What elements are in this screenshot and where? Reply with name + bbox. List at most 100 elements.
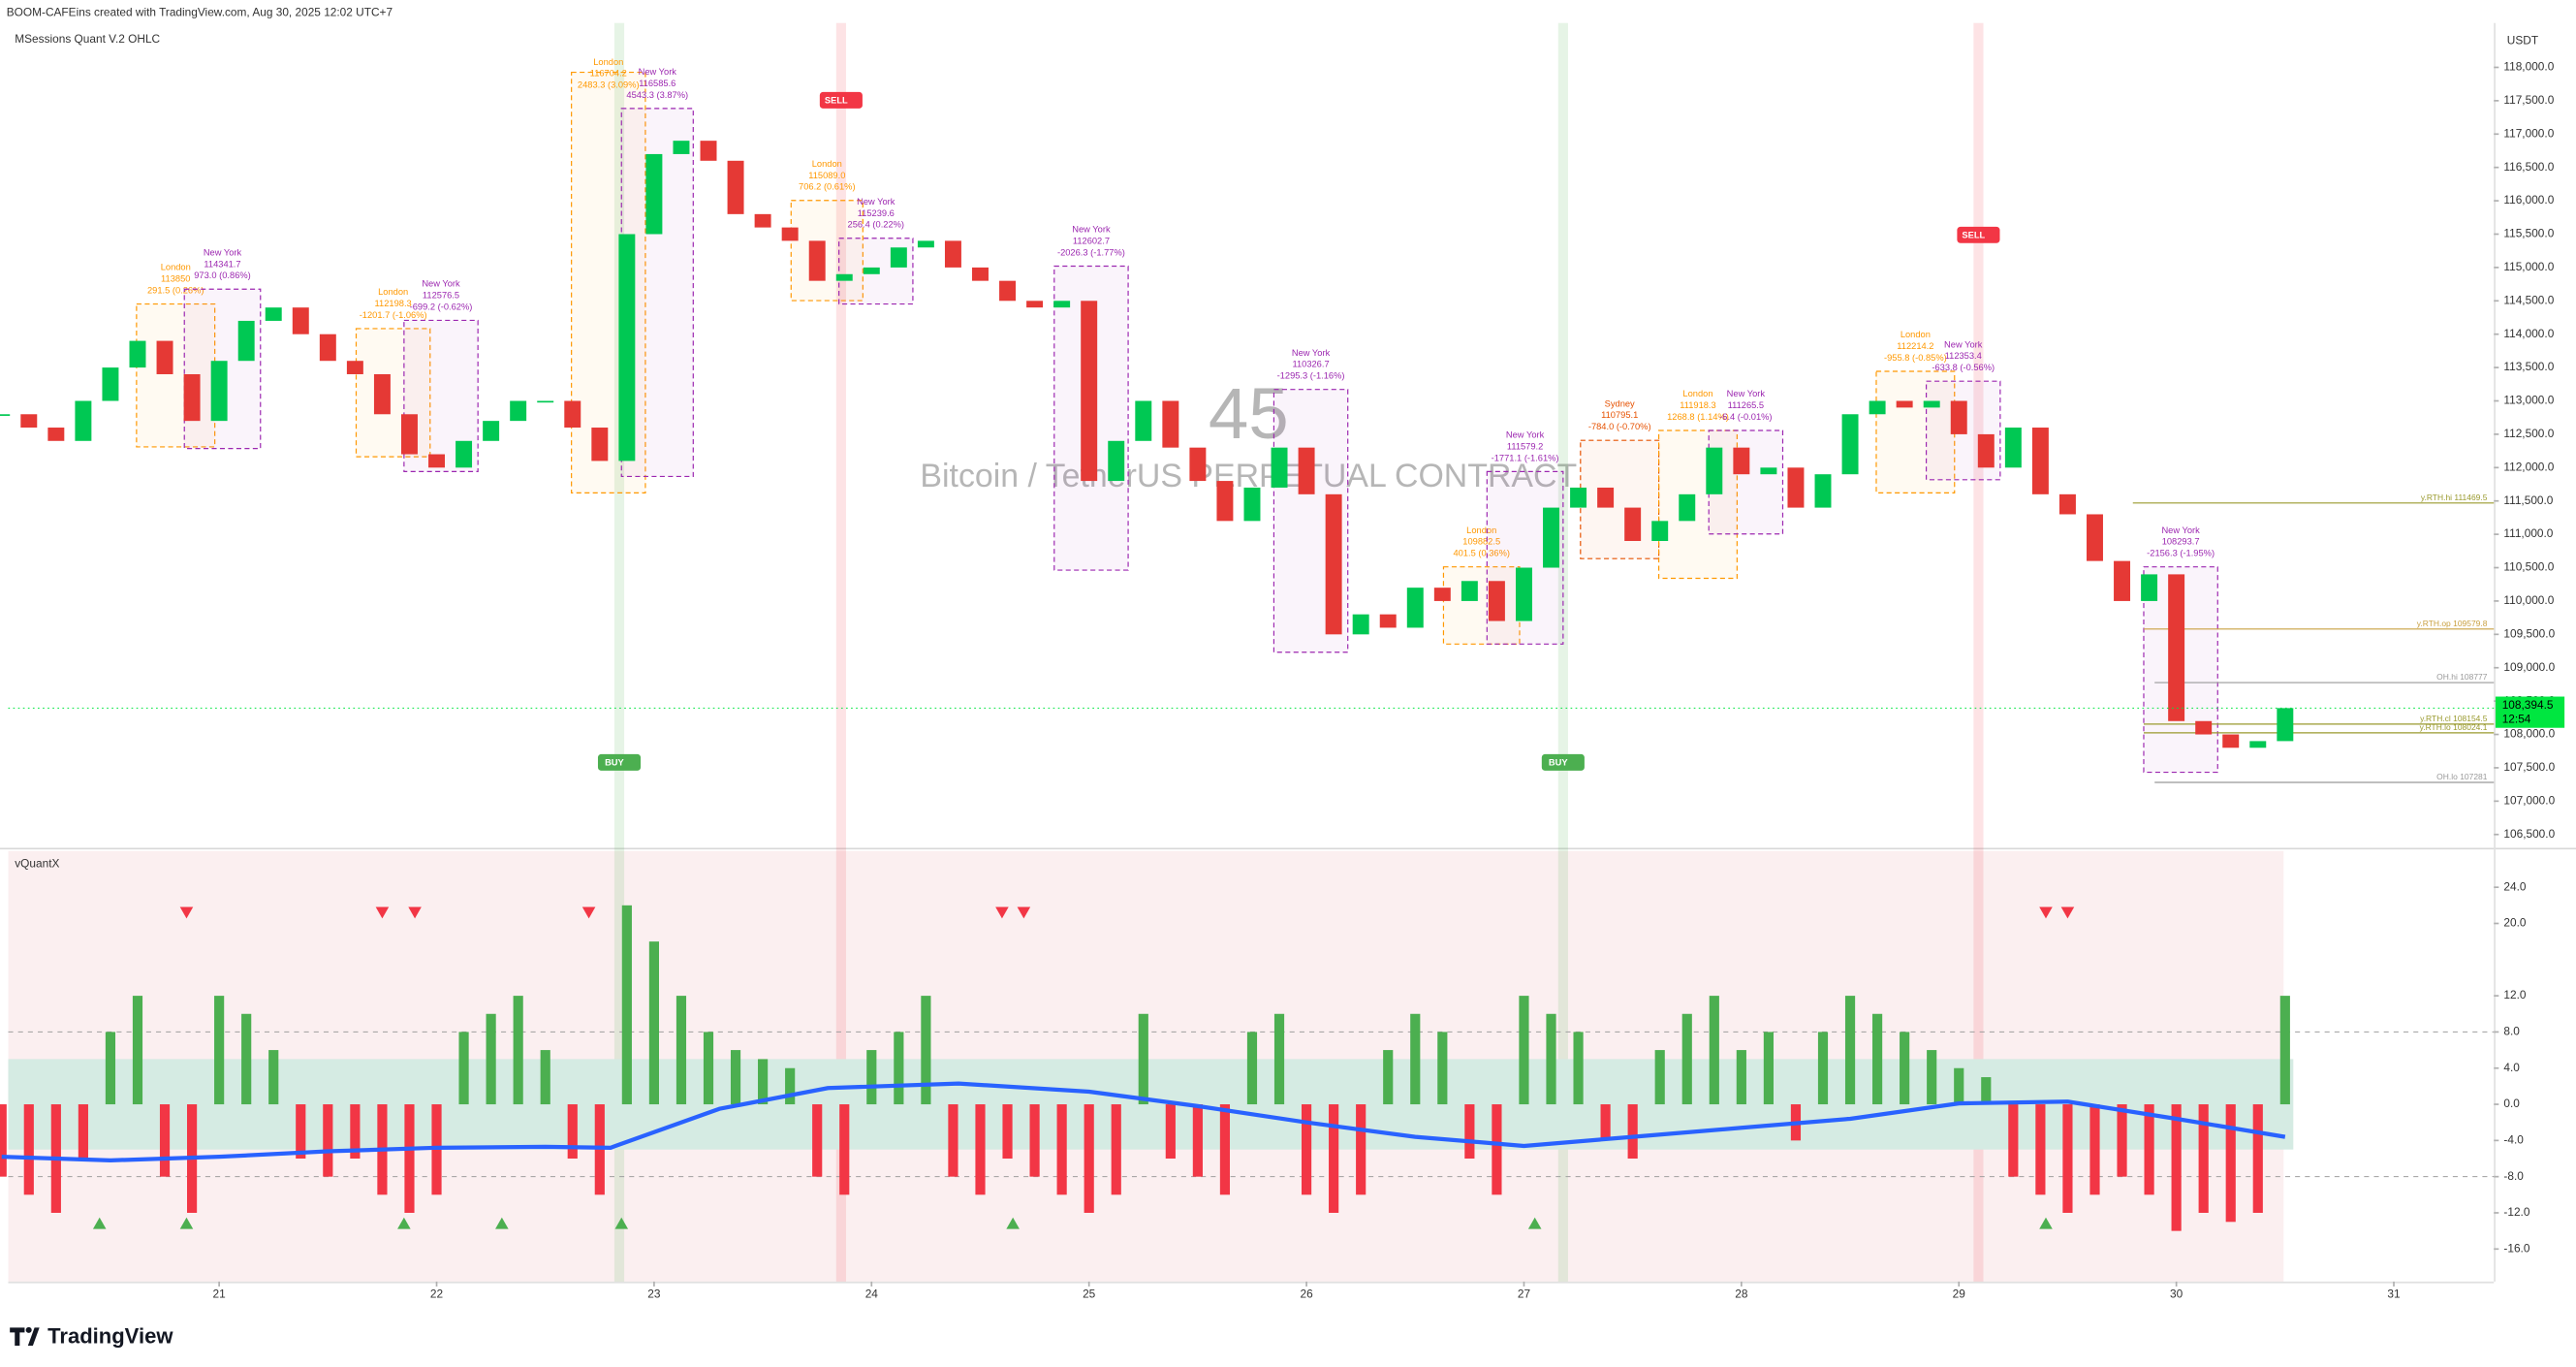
y-tick-label: 106,500.0 [2503, 827, 2555, 841]
candle [1896, 400, 1913, 408]
session-name: New York [2161, 525, 2200, 535]
x-tick-label: 22 [430, 1288, 443, 1301]
histogram-bar [0, 1104, 7, 1177]
candle [2087, 514, 2103, 561]
session-price: 110326.7 [1292, 360, 1329, 369]
session-name: New York [1072, 225, 1111, 235]
session-name: New York [204, 247, 242, 257]
neutral-zone [8, 1059, 2294, 1150]
candle [2249, 741, 2267, 748]
candle [428, 454, 445, 468]
logo-mark [10, 1327, 40, 1346]
histogram-bar [159, 1104, 171, 1177]
y-tick-label: 20.0 [2503, 916, 2526, 930]
candle [1543, 507, 1559, 568]
down-marker [995, 906, 1009, 919]
y-tick-label: 4.0 [2503, 1061, 2520, 1074]
session-change: -2156.3 (-1.95%) [2147, 549, 2215, 558]
up-marker [1527, 1217, 1542, 1229]
x-tick-label: 31 [2387, 1288, 2401, 1301]
histogram-bar [1654, 1050, 1665, 1105]
candle [129, 340, 146, 368]
histogram-bar [486, 1013, 496, 1105]
up-marker [92, 1217, 107, 1229]
candle [700, 141, 717, 161]
histogram-bar [2008, 1104, 2019, 1177]
up-marker [179, 1217, 194, 1229]
histogram-bar [350, 1104, 361, 1160]
session-box [355, 328, 431, 458]
candle [537, 400, 554, 403]
session-change: 706.2 (0.61%) [799, 182, 856, 192]
countdown: 12:54 [2502, 712, 2531, 725]
histogram-bar [1329, 1104, 1339, 1213]
session-price: 116704.2 [590, 69, 627, 79]
session-price: 115239.6 [858, 208, 895, 218]
session-change: -1295.3 (-1.16%) [1277, 371, 1345, 381]
candle [1787, 467, 1805, 508]
y-tick-label: 114,000.0 [2503, 327, 2554, 340]
session-name: London [812, 159, 842, 169]
y-tick-label: 116,500.0 [2503, 160, 2554, 174]
candle [2031, 428, 2049, 494]
x-tick-label: 29 [1953, 1288, 1966, 1301]
histogram-bar [1600, 1104, 1611, 1141]
y-tick-label: 107,000.0 [2503, 793, 2555, 807]
x-tick-label: 25 [1083, 1288, 1096, 1301]
y-tick-label: 109,500.0 [2503, 626, 2555, 640]
price-axis-unit: USDT [2507, 34, 2538, 48]
candle [265, 307, 282, 321]
session-change: -633.8 (-0.56%) [1932, 363, 1995, 372]
y-tick-label: 118,000.0 [2503, 60, 2554, 74]
session-change: -699.2 (-0.62%) [410, 302, 473, 311]
histogram-bar [1138, 1013, 1148, 1105]
candle [835, 273, 853, 281]
y-tick-label: 0.0 [2503, 1097, 2520, 1110]
up-marker [1006, 1217, 1020, 1229]
histogram-bar [1954, 1067, 1964, 1105]
signal-tag [819, 91, 863, 109]
session-name: New York [1727, 389, 1766, 398]
candle [2114, 560, 2131, 601]
histogram-bar [1981, 1077, 1992, 1105]
session-change: -1771.1 (-1.61%) [1492, 453, 1559, 462]
histogram-bar [839, 1104, 850, 1195]
candle [1760, 467, 1777, 475]
signal-tag [1541, 753, 1585, 771]
candle [2277, 708, 2294, 742]
candle [1841, 414, 1859, 475]
histogram-bar [105, 1032, 116, 1105]
session-name: New York [639, 67, 677, 77]
down-marker [375, 906, 390, 919]
y-tick-label: 116,000.0 [2503, 193, 2554, 207]
session-box [1580, 439, 1660, 559]
candle [564, 400, 581, 429]
up-marker [495, 1217, 509, 1229]
histogram-bar [1709, 996, 1719, 1105]
session-name: London [1682, 389, 1712, 398]
signal-label: SELL [1962, 231, 1985, 240]
session-price: 114341.7 [204, 259, 240, 269]
session-change: -1201.7 (-1.06%) [360, 310, 427, 320]
histogram-bar [1165, 1104, 1176, 1160]
histogram-bar [1627, 1104, 1638, 1160]
candle [1869, 400, 1886, 415]
histogram-bar [513, 996, 523, 1105]
candle [1379, 614, 1397, 628]
candle [917, 240, 934, 248]
candle [1570, 487, 1587, 508]
session-change: 291.5 (0.26%) [147, 285, 204, 295]
signal-band [613, 22, 625, 1282]
candle [2141, 574, 2158, 601]
y-tick-label: 117,000.0 [2503, 126, 2554, 140]
session-change: 973.0 (0.86%) [194, 270, 251, 280]
histogram-bar [1492, 1104, 1502, 1195]
session-price: 112576.5 [423, 291, 459, 301]
histogram-bar [567, 1104, 578, 1160]
histogram-bar [1056, 1104, 1067, 1195]
candle [1108, 440, 1125, 482]
histogram-bar [921, 996, 931, 1105]
histogram-bar [2089, 1104, 2100, 1195]
y-tick-label: 111,500.0 [2503, 493, 2553, 507]
